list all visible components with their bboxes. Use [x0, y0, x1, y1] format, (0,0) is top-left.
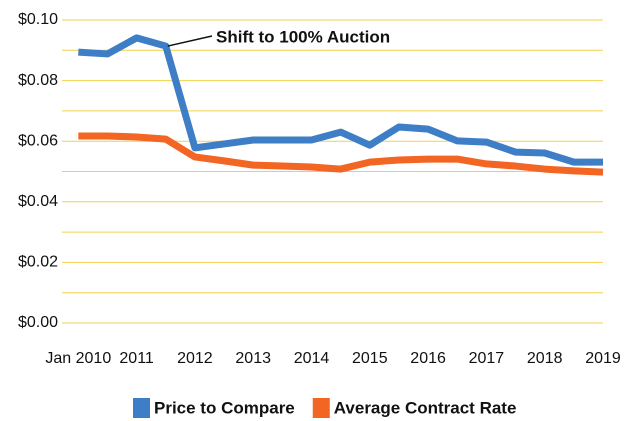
legend-label: Average Contract Rate [334, 398, 517, 417]
x-tick-label: 2016 [410, 350, 446, 367]
y-tick-label: $0.10 [18, 11, 58, 28]
x-tick-label: 2019 [585, 350, 621, 367]
x-tick-label: 2013 [235, 350, 271, 367]
y-tick-label: $0.00 [18, 314, 58, 331]
x-tick-label: 2018 [527, 350, 563, 367]
y-tick-label: $0.04 [18, 193, 58, 210]
annotation: Shift to 100% Auction [216, 27, 390, 46]
legend-swatch [133, 398, 150, 418]
line-series [78, 34, 603, 166]
x-tick-label: 2011 [119, 350, 154, 367]
legend-label: Price to Compare [154, 398, 295, 417]
annotation-line [167, 35, 213, 47]
x-tick-label: Jan 2010 [45, 350, 111, 367]
x-tick-label: 2012 [177, 350, 213, 367]
legend-swatch [312, 398, 330, 418]
y-tick-label: $0.02 [18, 254, 58, 271]
x-tick-label: 2017 [469, 350, 505, 367]
y-tick-label: $0.06 [18, 132, 58, 149]
y-tick-label: $0.08 [18, 72, 58, 89]
line-series [78, 132, 604, 176]
x-tick-label: 2015 [352, 350, 388, 367]
x-tick-label: 2014 [294, 350, 330, 367]
